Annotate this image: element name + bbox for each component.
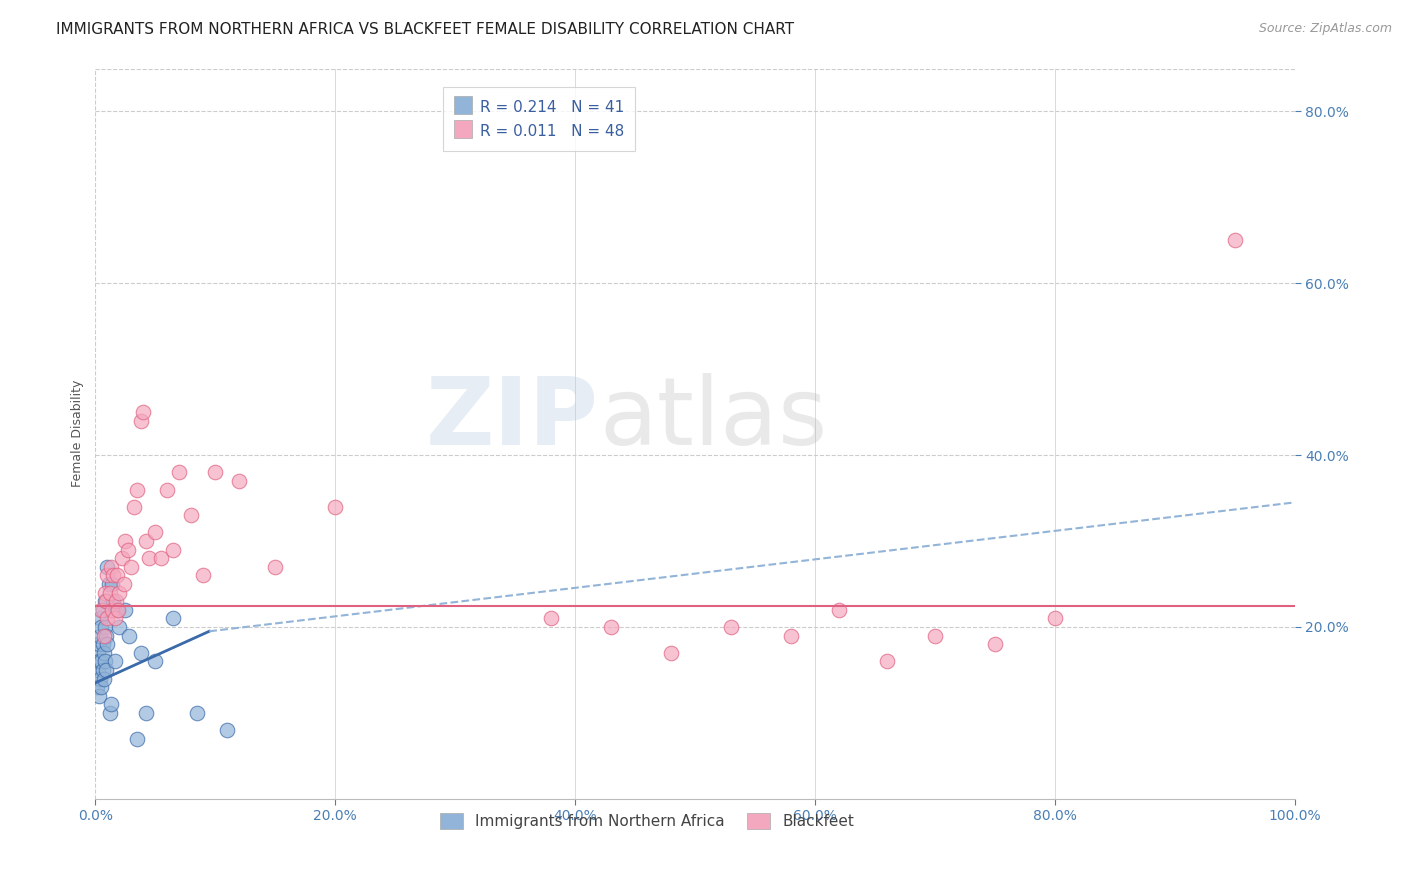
Point [87, 637, 110, 651]
Point [876, 654, 898, 668]
Point [93, 672, 115, 686]
Point [87, 654, 110, 668]
Point [143, 525, 166, 540]
Point [105, 568, 128, 582]
Point [91, 603, 114, 617]
Point [103, 594, 125, 608]
Point [600, 620, 623, 634]
Point [135, 706, 157, 720]
Point [107, 603, 129, 617]
Point [659, 646, 682, 660]
Point [162, 542, 184, 557]
Point [828, 603, 851, 617]
Point [1223, 233, 1246, 247]
Point [98, 706, 121, 720]
Point [97, 577, 120, 591]
Point [132, 405, 155, 419]
Point [94, 663, 117, 677]
Point [129, 646, 152, 660]
Point [96, 637, 118, 651]
Point [98, 585, 121, 599]
Point [169, 466, 191, 480]
Point [91, 637, 114, 651]
Point [94, 594, 117, 608]
Point [180, 508, 202, 523]
Point [217, 723, 239, 737]
Point [93, 646, 115, 660]
Point [89, 672, 111, 686]
Point [118, 629, 141, 643]
Point [94, 594, 117, 608]
Point [91, 663, 114, 677]
Text: atlas: atlas [599, 373, 827, 465]
Point [90, 603, 112, 617]
Point [138, 551, 160, 566]
Point [90, 620, 112, 634]
Point [129, 414, 152, 428]
Point [101, 603, 124, 617]
Point [104, 594, 127, 608]
Point [924, 629, 946, 643]
Point [89, 629, 111, 643]
Point [89, 611, 111, 625]
Point [103, 611, 125, 625]
Point [94, 620, 117, 634]
Point [108, 620, 131, 634]
Point [228, 474, 250, 488]
Point [193, 568, 215, 582]
Point [96, 568, 118, 582]
Point [127, 483, 149, 497]
Point [135, 534, 157, 549]
Point [150, 551, 173, 566]
Point [108, 585, 131, 599]
Point [87, 646, 110, 660]
Point [983, 637, 1005, 651]
Point [112, 577, 135, 591]
Point [1043, 611, 1066, 625]
Point [162, 611, 184, 625]
Point [779, 629, 801, 643]
Text: ZIP: ZIP [426, 373, 599, 465]
Point [127, 731, 149, 746]
Point [143, 654, 166, 668]
Point [96, 559, 118, 574]
Point [87, 689, 110, 703]
Point [156, 483, 179, 497]
Text: Source: ZipAtlas.com: Source: ZipAtlas.com [1258, 22, 1392, 36]
Point [117, 542, 139, 557]
Point [94, 585, 117, 599]
Point [94, 629, 117, 643]
Point [93, 629, 115, 643]
Point [111, 551, 134, 566]
Legend: Immigrants from Northern Africa, Blackfeet: Immigrants from Northern Africa, Blackfe… [433, 806, 860, 835]
Point [90, 680, 112, 694]
Point [204, 466, 226, 480]
Point [86, 680, 108, 694]
Point [103, 654, 125, 668]
Point [90, 654, 112, 668]
Point [323, 500, 346, 514]
Text: IMMIGRANTS FROM NORTHERN AFRICA VS BLACKFEET FEMALE DISABILITY CORRELATION CHART: IMMIGRANTS FROM NORTHERN AFRICA VS BLACK… [56, 22, 794, 37]
Point [186, 706, 208, 720]
Point [540, 611, 562, 625]
Point [100, 559, 122, 574]
Point [120, 559, 142, 574]
Point [122, 500, 145, 514]
Point [720, 620, 742, 634]
Point [87, 663, 110, 677]
Point [96, 611, 118, 625]
Point [101, 577, 124, 591]
Point [114, 603, 136, 617]
Point [100, 698, 122, 712]
Point [94, 654, 117, 668]
Point [105, 603, 128, 617]
Y-axis label: Female Disability: Female Disability [72, 380, 84, 487]
Point [114, 534, 136, 549]
Point [264, 559, 287, 574]
Point [103, 568, 125, 582]
